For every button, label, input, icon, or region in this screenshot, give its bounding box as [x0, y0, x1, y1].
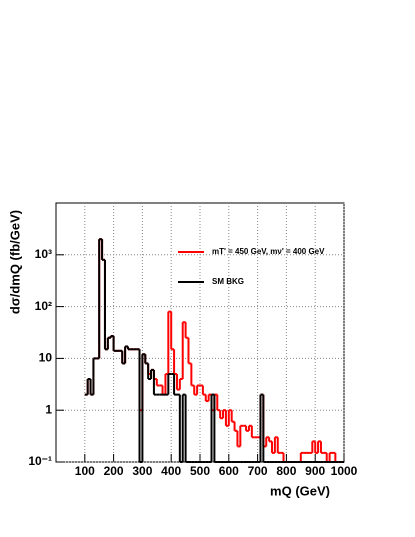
y-tick-label: 10²: [35, 299, 52, 313]
x-tick-label: 400: [161, 464, 181, 478]
x-tick-label: 700: [248, 464, 268, 478]
legend-label: mT' = 450 GeV, mν' = 400 GeV: [212, 247, 325, 256]
x-tick-label: 800: [276, 464, 296, 478]
x-tick-label: 900: [305, 464, 325, 478]
x-tick-label: 500: [190, 464, 210, 478]
x-tick-label: 1000: [331, 464, 358, 478]
y-tick-label: 10⁻¹: [28, 454, 52, 468]
x-tick-label: 300: [132, 464, 152, 478]
y-tick-label: 10: [39, 351, 53, 365]
y-tick-label: 1: [45, 402, 52, 416]
x-label: mQ (GeV): [270, 483, 330, 498]
x-tick-label: 100: [75, 464, 95, 478]
legend-label: SM BKG: [212, 277, 244, 286]
x-tick-label: 600: [219, 464, 239, 478]
x-tick-label: 200: [104, 464, 124, 478]
y-label: dσ/dmQ (fb/GeV): [7, 210, 22, 314]
y-tick-label: 10³: [35, 247, 52, 261]
